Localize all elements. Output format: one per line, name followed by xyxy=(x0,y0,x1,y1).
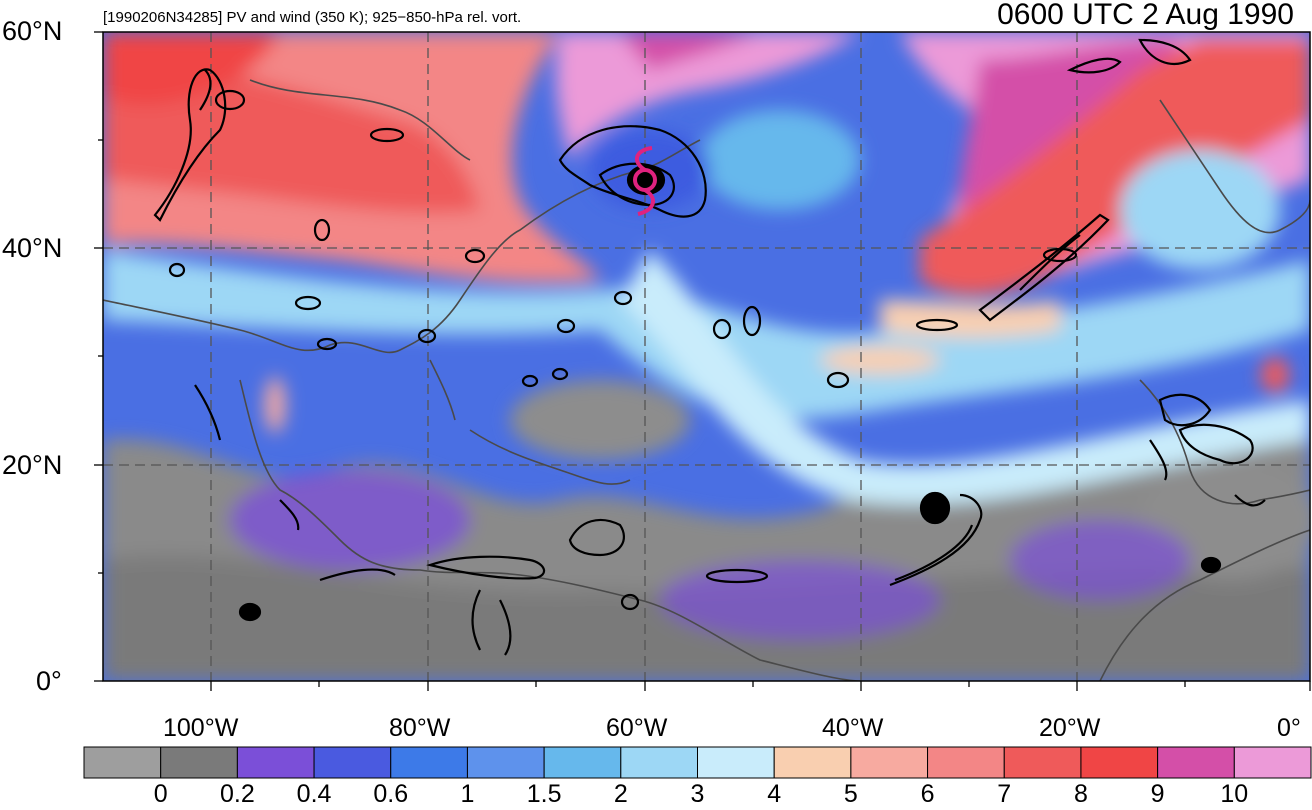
lat-label-60n: 60°N xyxy=(2,16,63,46)
pv-shading xyxy=(103,32,1310,681)
axis-ticks xyxy=(94,31,1311,691)
colorbar-box xyxy=(1080,746,1159,779)
lon-label-60w: 60°W xyxy=(606,714,668,742)
colorbar-box xyxy=(160,746,238,779)
colorbar-label: 9 xyxy=(1150,780,1165,808)
colorbar-box xyxy=(620,746,698,779)
colorbar-box xyxy=(236,746,315,779)
colorbar-label: 10 xyxy=(1220,780,1249,808)
map-title-right: 0600 UTC 2 Aug 1990 xyxy=(997,0,1294,31)
colorbar-label: 3 xyxy=(690,780,705,808)
colorbar-box xyxy=(466,746,545,779)
lat-label-0: 0° xyxy=(36,666,62,696)
colorbar-box xyxy=(927,746,1005,779)
colorbar-box xyxy=(697,746,775,779)
colorbar-label: 5 xyxy=(843,780,858,808)
colorbar-label: 0 xyxy=(153,780,168,808)
colorbar-box xyxy=(83,746,162,779)
colorbar-label: 1 xyxy=(460,780,475,808)
colorbar xyxy=(83,746,1312,779)
colorbar-label: 0.6 xyxy=(373,780,409,808)
lon-label-20w: 20°W xyxy=(1039,714,1101,742)
colorbar-box xyxy=(1157,746,1235,779)
colorbar-label: 6 xyxy=(920,780,935,808)
colorbar-box xyxy=(1003,746,1082,779)
colorbar-label: 0.2 xyxy=(219,780,255,808)
lon-label-100w: 100°W xyxy=(163,714,239,742)
lon-label-0: 0° xyxy=(1277,714,1301,742)
lon-label-80w: 80°W xyxy=(389,714,451,742)
colorbar-box xyxy=(773,746,852,779)
colorbar-box xyxy=(850,746,929,779)
colorbar-label: 4 xyxy=(767,780,782,808)
colorbar-label: 2 xyxy=(613,780,628,808)
graticule xyxy=(103,32,1310,681)
colorbar-box xyxy=(543,746,622,779)
lat-label-20n: 20°N xyxy=(2,450,63,480)
lat-label-40n: 40°N xyxy=(2,233,63,263)
colorbar-label: 8 xyxy=(1073,780,1088,808)
colorbar-box xyxy=(390,746,468,779)
map-title-left: [1990206N34285] PV and wind (350 K); 925… xyxy=(103,9,522,26)
lon-label-40w: 40°W xyxy=(822,714,884,742)
colorbar-box xyxy=(313,746,392,779)
tropical-cyclone-icon xyxy=(633,146,657,216)
coastlines xyxy=(103,79,1310,681)
colorbar-label: 7 xyxy=(997,780,1012,808)
colorbar-label: 0.4 xyxy=(296,780,332,808)
colorbar-label: 1.5 xyxy=(526,780,562,808)
colorbar-box xyxy=(1233,746,1312,779)
